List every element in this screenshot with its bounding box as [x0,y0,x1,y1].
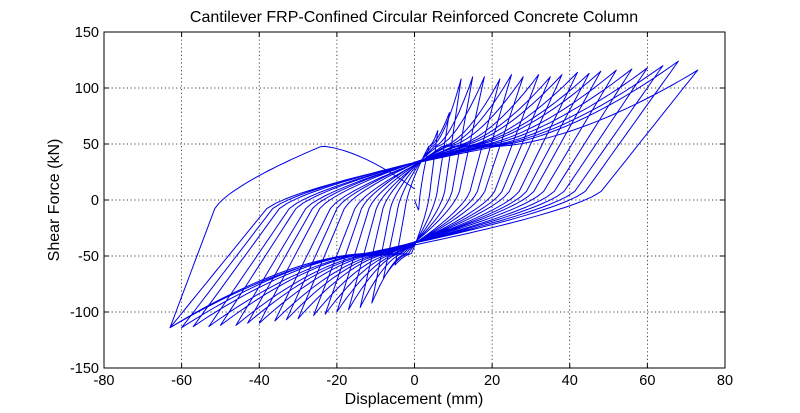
y-tick-labels: -150 -100 -50 0 50 100 150 [70,25,99,377]
plot-frame [103,31,726,369]
x-tick-label: 40 [562,373,578,389]
x-tick-label: 0 [410,373,418,389]
x-tick-label: 20 [484,373,500,389]
y-tick-label: 100 [75,81,99,97]
y-tick-label: -50 [78,249,99,265]
x-tick-label: -40 [249,373,270,389]
x-tick-label: -20 [326,373,347,389]
x-tick-label: -60 [171,373,192,389]
x-tick-label: 80 [717,373,733,389]
y-axis-label: Shear Force (kN) [46,139,63,262]
y-tick-label: -150 [70,361,99,377]
y-tick-label: 150 [75,25,99,41]
y-tick-label: -100 [70,305,99,321]
x-tick-label: -80 [94,373,115,389]
x-tick-labels: -80 -60 -40 -20 0 20 40 60 80 [94,373,734,389]
x-axis-label: Displacement (mm) [345,391,484,408]
y-tick-label: 50 [83,137,99,153]
y-tick-label: 0 [91,193,99,209]
x-tick-label: 60 [639,373,655,389]
chart-title: Cantilever FRP-Confined Circular Reinfor… [190,9,638,26]
plot-area [169,60,699,329]
hysteresis-series-line [169,60,699,329]
